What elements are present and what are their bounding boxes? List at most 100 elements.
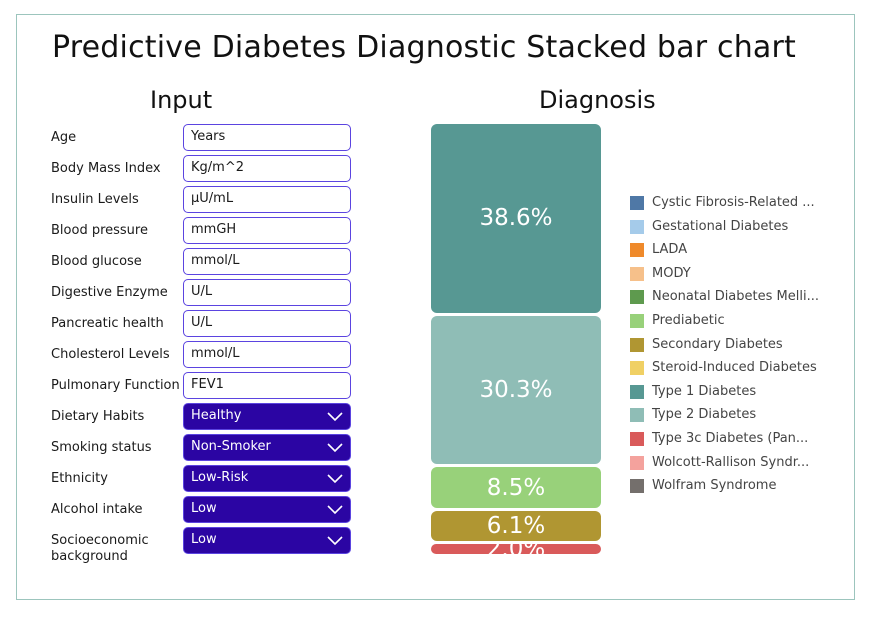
field-label: Age: [51, 130, 77, 145]
blood-glucose-input[interactable]: mmol/L: [183, 248, 351, 275]
legend-item-prediabetic[interactable]: Prediabetic: [630, 312, 830, 330]
input-row-pulmonary-function: Pulmonary Function FEV1: [51, 372, 353, 400]
dropdown-value: Low-Risk: [191, 470, 249, 485]
dietary-habits-dropdown[interactable]: Healthy: [183, 403, 351, 430]
legend-item-mody[interactable]: MODY: [630, 265, 830, 283]
legend-item-lada[interactable]: LADA: [630, 241, 830, 259]
chevron-down-icon: [327, 474, 343, 484]
field-label: Body Mass Index: [51, 161, 161, 176]
input-row-blood-pressure: Blood pressure mmGH: [51, 217, 353, 245]
input-row-age: Age Years: [51, 124, 353, 152]
age-input[interactable]: Years: [183, 124, 351, 151]
legend-label: Prediabetic: [652, 313, 725, 328]
field-label: Pulmonary Function: [51, 378, 180, 393]
field-label: Alcohol intake: [51, 502, 143, 517]
bar-segment-type-3c-diabetes-pan[interactable]: 2.0%: [431, 536, 601, 562]
legend-label: Type 1 Diabetes: [652, 383, 757, 399]
segment-percent-label: 38.6%: [479, 205, 553, 232]
legend-swatch: [630, 361, 644, 376]
legend-item-type-3c-diabetes-pan[interactable]: Type 3c Diabetes (Pan...: [630, 430, 830, 448]
input-row-digestive-enzyme: Digestive Enzyme U/L: [51, 279, 353, 307]
pancreatic-health-input[interactable]: U/L: [183, 310, 351, 337]
segment-percent-label: 6.1%: [486, 513, 546, 540]
bar-segment-type-1-diabetes[interactable]: 38.6%: [431, 124, 601, 313]
legend-item-secondary-diabetes[interactable]: Secondary Diabetes: [630, 336, 830, 354]
input-row-pancreatic-health: Pancreatic health U/L: [51, 310, 353, 338]
field-label: Insulin Levels: [51, 192, 139, 207]
legend-label: LADA: [652, 242, 688, 258]
digestive-enzyme-input[interactable]: U/L: [183, 279, 351, 306]
field-label: Smoking status: [51, 440, 152, 455]
dropdown-value: Healthy: [191, 408, 242, 423]
legend-swatch: [630, 196, 644, 210]
legend-item-wolfram-syndrome[interactable]: Wolfram Syndrome: [630, 477, 830, 495]
chevron-down-icon: [327, 443, 343, 453]
page-title: Predictive Diabetes Diagnostic Stacked b…: [52, 30, 797, 65]
dropdown-value: Low: [191, 532, 217, 547]
legend-item-cystic-fibrosis-related[interactable]: Cystic Fibrosis-Related ...: [630, 194, 830, 212]
pulmonary-function-input[interactable]: FEV1: [183, 372, 351, 399]
dropdown-value: Low: [191, 501, 217, 516]
ethnicity-dropdown[interactable]: Low-Risk: [183, 465, 351, 492]
legend-swatch: [630, 243, 644, 258]
select-row-smoking-status: Smoking status Non-Smoker: [51, 434, 353, 462]
legend-label: Wolcott-Rallison Syndr...: [652, 454, 810, 470]
bar-segment-secondary-diabetes[interactable]: 6.1%: [431, 511, 601, 542]
socioeconomic-background-dropdown[interactable]: Low: [183, 527, 351, 554]
field-label: Ethnicity: [51, 471, 108, 486]
select-row-dietary-habits: Dietary Habits Healthy: [51, 403, 353, 431]
legend-swatch: [630, 384, 644, 399]
legend-swatch: [630, 266, 644, 281]
input-row-body-mass-index: Body Mass Index Kg/m^2: [51, 155, 353, 183]
legend-label: Type 2 Diabetes: [652, 407, 757, 423]
legend-swatch: [630, 219, 644, 234]
legend-swatch: [630, 479, 644, 494]
input-heading: Input: [150, 86, 213, 114]
legend-item-type-2-diabetes[interactable]: Type 2 Diabetes: [630, 406, 830, 424]
field-label: Blood pressure: [51, 223, 148, 238]
input-row-insulin-levels: Insulin Levels μU/mL: [51, 186, 353, 214]
legend-swatch: [630, 432, 644, 446]
legend-swatch: [630, 314, 644, 328]
chevron-down-icon: [327, 536, 343, 546]
segment-percent-label: 8.5%: [486, 474, 546, 501]
field-label: Dietary Habits: [51, 409, 145, 424]
chevron-down-icon: [327, 505, 343, 515]
legend-label: Steroid-Induced Diabetes: [652, 360, 817, 376]
legend-item-steroid-induced-diabetes[interactable]: Steroid-Induced Diabetes: [630, 359, 830, 377]
field-label: Socioeconomic background: [51, 533, 149, 564]
legend-label: Wolfram Syndrome: [652, 478, 777, 494]
insulin-levels-input[interactable]: μU/mL: [183, 186, 351, 213]
cholesterol-levels-input[interactable]: mmol/L: [183, 341, 351, 368]
legend-swatch: [630, 455, 644, 470]
legend-item-neonatal-diabetes-melli[interactable]: Neonatal Diabetes Melli...: [630, 288, 830, 306]
diagnosis-heading: Diagnosis: [539, 86, 656, 114]
stacked-bar: 2.0% 6.1% 8.5% 30.3% 38.6%: [431, 124, 601, 562]
legend-item-gestational-diabetes[interactable]: Gestational Diabetes: [630, 218, 830, 236]
legend-label: Neonatal Diabetes Melli...: [652, 289, 819, 305]
legend-label: MODY: [652, 265, 691, 281]
legend-item-type-1-diabetes[interactable]: Type 1 Diabetes: [630, 383, 830, 401]
field-label: Pancreatic health: [51, 316, 164, 331]
field-label: Digestive Enzyme: [51, 285, 168, 300]
input-row-blood-glucose: Blood glucose mmol/L: [51, 248, 353, 276]
alcohol-intake-dropdown[interactable]: Low: [183, 496, 351, 523]
field-label: Cholesterol Levels: [51, 347, 170, 362]
legend-label: Cystic Fibrosis-Related ...: [652, 195, 815, 210]
field-label: Blood glucose: [51, 254, 142, 269]
legend-swatch: [630, 408, 644, 423]
legend-label: Type 3c Diabetes (Pan...: [652, 431, 809, 446]
legend-label: Gestational Diabetes: [652, 218, 789, 234]
legend-swatch: [630, 290, 644, 305]
bar-segment-type-2-diabetes[interactable]: 30.3%: [431, 315, 601, 464]
body-mass-index-input[interactable]: Kg/m^2: [183, 155, 351, 182]
input-row-cholesterol-levels: Cholesterol Levels mmol/L: [51, 341, 353, 369]
select-row-ethnicity: Ethnicity Low-Risk: [51, 465, 353, 493]
select-row-socioeconomic-background: Socioeconomic background Low: [51, 527, 353, 564]
blood-pressure-input[interactable]: mmGH: [183, 217, 351, 244]
legend-item-wolcott-rallison-syndr[interactable]: Wolcott-Rallison Syndr...: [630, 454, 830, 472]
smoking-status-dropdown[interactable]: Non-Smoker: [183, 434, 351, 461]
chevron-down-icon: [327, 412, 343, 422]
bar-segment-prediabetic[interactable]: 8.5%: [431, 466, 601, 509]
dropdown-value: Non-Smoker: [191, 439, 271, 454]
